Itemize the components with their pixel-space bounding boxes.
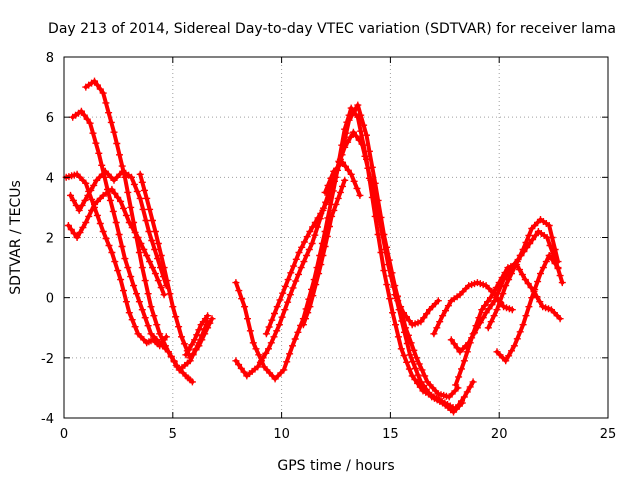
series-line: [233, 106, 476, 411]
x-tick-label: 0: [60, 427, 68, 442]
series-line: [264, 103, 460, 399]
plus-marker: [299, 176, 349, 329]
series-arc-4: [64, 185, 168, 299]
x-axis-label: GPS time / hours: [277, 458, 394, 474]
y-tick-label: 6: [46, 111, 54, 126]
plus-marker: [391, 291, 442, 329]
plus-marker: [262, 101, 462, 401]
series-arc-6: [136, 170, 216, 362]
y-tick-label: 8: [46, 51, 54, 66]
y-tick-label: -2: [41, 352, 54, 367]
series-line: [70, 109, 195, 384]
series-arc-8: [232, 104, 477, 413]
y-tick-label: 0: [46, 292, 54, 307]
series-arc-2: [69, 107, 196, 386]
plus-marker: [430, 279, 516, 338]
series-line: [183, 313, 210, 357]
y-axis-label: SDTVAR / TECUs: [8, 180, 24, 295]
y-tick-label: -4: [41, 412, 54, 427]
series-line: [449, 229, 565, 354]
plus-marker: [182, 312, 212, 359]
axis-ticks: 0 5 10 15 20 25 -4 -2 0 2 4 6 8: [41, 51, 616, 442]
plus-marker: [493, 252, 562, 365]
y-tick-label: 2: [46, 232, 54, 247]
data-points: [62, 77, 566, 416]
series-line: [495, 253, 560, 363]
plus-marker: [69, 107, 196, 386]
plus-marker: [321, 158, 364, 199]
series-arc-5: [67, 167, 170, 290]
series-arc-12: [321, 158, 364, 199]
plus-marker: [484, 216, 562, 332]
series-line: [66, 187, 167, 297]
series-arc-18: [493, 252, 562, 365]
x-tick-label: 20: [491, 427, 508, 442]
x-tick-label: 25: [600, 427, 617, 442]
chart-title: Day 213 of 2014, Sidereal Day-to-day VTE…: [48, 21, 616, 37]
plus-marker: [64, 185, 168, 299]
plus-marker: [67, 167, 170, 290]
x-tick-label: 10: [273, 427, 290, 442]
series-arc-10: [262, 101, 462, 401]
x-tick-label: 5: [169, 427, 177, 442]
series-arc-3: [62, 170, 170, 350]
series-arc-7: [182, 312, 212, 359]
series-arc-17: [484, 216, 562, 332]
plus-marker: [232, 104, 477, 413]
series-arc-11: [299, 176, 349, 329]
series-line: [64, 172, 169, 348]
plus-marker: [136, 170, 216, 362]
series-arc-13: [391, 291, 442, 329]
series-line: [68, 169, 169, 288]
x-tick-label: 15: [382, 427, 399, 442]
y-tick-label: 4: [46, 171, 54, 186]
